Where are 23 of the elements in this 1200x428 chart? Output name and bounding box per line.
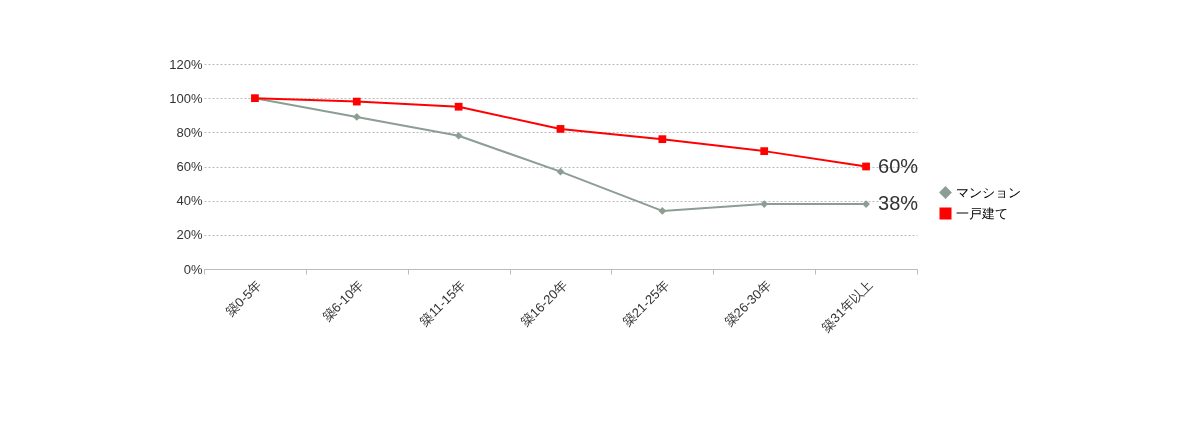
y-tick-label: 40% [176,193,203,209]
y-tick-label: 0% [183,261,203,277]
y-tick-label: 20% [176,227,203,243]
point [658,135,667,144]
point [352,113,361,121]
point [862,162,870,171]
point [454,102,463,111]
legend-label: 一戸建て [956,205,1008,221]
legend-label: マンション [956,184,1021,200]
y-tick-label: 80% [176,124,203,140]
annotation: 38% [878,192,919,215]
point [862,200,870,208]
y-tick-label: 100% [169,90,203,106]
point [658,207,667,215]
y-tick-label: 60% [176,159,203,174]
point [352,97,361,106]
point [556,125,565,133]
point [454,131,463,140]
x-tick-label: 築0-5年 [222,277,265,320]
x-tick-label: 築31年以上 [818,277,876,335]
point [760,147,769,155]
annotation: 60% [878,154,919,177]
y-tick-label: 120% [169,56,203,72]
